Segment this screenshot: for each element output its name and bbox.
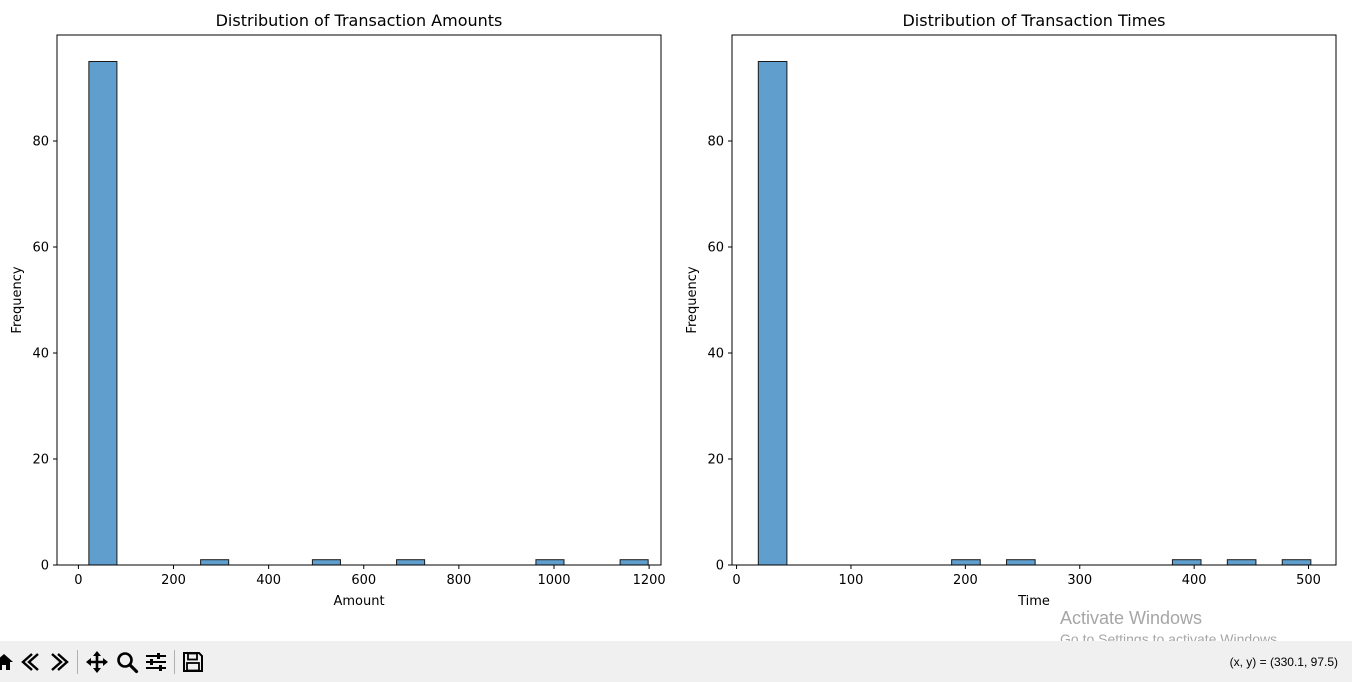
x-tick-label: 800: [446, 573, 471, 588]
y-tick-label: 60: [707, 241, 724, 256]
chart-title: Distribution of Transaction Times: [902, 11, 1165, 30]
x-tick-label: 0: [74, 573, 82, 588]
histogram-bar: [200, 559, 230, 566]
axes-frame: [56, 34, 662, 566]
x-tick-label: 100: [839, 573, 864, 588]
save-icon: [183, 652, 203, 672]
histogram-bar: [1171, 559, 1202, 566]
x-axis-label: Time: [1017, 594, 1050, 609]
histogram-bar: [311, 559, 341, 566]
toolbar-separator: [174, 650, 175, 674]
x-axis-label: Amount: [333, 594, 384, 609]
figure: 0 200 400 600 800 1000 1200020406080Distributi…: [10, 11, 1337, 609]
y-axis-label: Frequency: [685, 266, 700, 333]
histogram-bar: [396, 559, 426, 566]
y-tick-label: 60: [32, 241, 49, 256]
x-tick-label: 400: [1182, 573, 1207, 588]
y-tick-label: 0: [716, 559, 724, 574]
x-tick-label: 200: [161, 573, 186, 588]
y-axis-label: Frequency: [10, 266, 25, 333]
toolbar-separator: [77, 650, 78, 674]
back-button[interactable]: [19, 650, 43, 674]
histogram-bar: [1006, 559, 1036, 566]
x-tick-label: 400: [256, 573, 281, 588]
pan-icon: [86, 651, 108, 673]
subplot-1: 0 200 400 600 800 1000 1200 0 20 40 60 80 Distributi…: [10, 11, 666, 609]
configure-icon: [146, 653, 166, 671]
x-tick-label: 1000: [537, 573, 570, 588]
histogram-bar: [951, 559, 981, 566]
back-icon: [21, 653, 39, 671]
x-tick-label: 600: [351, 573, 376, 588]
zoom-button[interactable]: [115, 650, 139, 674]
histogram-bar: [88, 61, 118, 566]
pan-button[interactable]: [85, 650, 109, 674]
home-button[interactable]: [0, 650, 16, 674]
y-tick-label: 20: [707, 453, 724, 468]
forward-icon: [51, 653, 69, 671]
home-icon: [0, 654, 13, 670]
chart-title: Distribution of Transaction Amounts: [216, 11, 503, 30]
y-tick-label: 80: [707, 135, 724, 150]
cursor-coordinates: (x, y) = (330.1, 97.5): [1229, 655, 1338, 669]
y-tick-label: 0: [41, 559, 49, 574]
forward-button[interactable]: [47, 650, 71, 674]
histogram-bar: [1226, 559, 1257, 566]
x-tick-label: 1200: [633, 573, 666, 588]
x-tick-label: 500: [1296, 573, 1321, 588]
y-tick-label: 20: [32, 453, 49, 468]
y-tick-label: 40: [32, 347, 49, 362]
navigation-toolbar: (x, y) = (330.1, 97.5): [0, 641, 1352, 682]
x-tick-label: 200: [953, 573, 978, 588]
x-tick-label: 0: [732, 573, 740, 588]
histogram-bar: [535, 559, 565, 566]
configure-subplots-button[interactable]: [144, 650, 168, 674]
histogram-bar: [757, 61, 788, 566]
zoom-icon: [117, 652, 139, 674]
y-tick-label: 80: [32, 135, 49, 150]
histogram-bar: [619, 559, 649, 566]
axes-frame: [731, 34, 1337, 566]
x-tick-label: 300: [1067, 573, 1092, 588]
histogram-bar: [1281, 559, 1312, 566]
subplot-2: 0 100 200 300 400 500 0 20 40 60 80 Distribution of…: [685, 11, 1337, 609]
y-tick-label: 40: [707, 347, 724, 362]
save-button[interactable]: [181, 650, 205, 674]
